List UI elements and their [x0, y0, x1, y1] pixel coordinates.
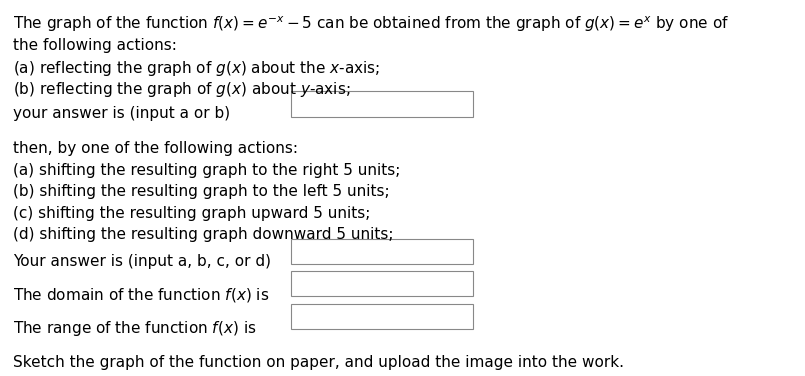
- Text: (c) shifting the resulting graph upward 5 units;: (c) shifting the resulting graph upward …: [13, 206, 370, 221]
- Text: The graph of the function $f(x) = e^{-x} - 5$ can be obtained from the graph of : The graph of the function $f(x) = e^{-x}…: [13, 14, 729, 34]
- Text: (b) shifting the resulting graph to the left 5 units;: (b) shifting the resulting graph to the …: [13, 184, 390, 199]
- Text: your answer is (input a or b): your answer is (input a or b): [13, 106, 230, 121]
- Text: The range of the function $f(x)$ is: The range of the function $f(x)$ is: [13, 319, 257, 338]
- Text: (b) reflecting the graph of $g(x)$ about $y$-axis;: (b) reflecting the graph of $g(x)$ about…: [13, 80, 350, 100]
- FancyBboxPatch shape: [291, 271, 473, 296]
- Text: Sketch the graph of the function on paper, and upload the image into the work.: Sketch the graph of the function on pape…: [13, 355, 624, 370]
- FancyBboxPatch shape: [291, 91, 473, 117]
- Text: Your answer is (input a, b, c, or d): Your answer is (input a, b, c, or d): [13, 254, 270, 269]
- FancyBboxPatch shape: [291, 304, 473, 329]
- Text: (a) shifting the resulting graph to the right 5 units;: (a) shifting the resulting graph to the …: [13, 163, 400, 178]
- Text: (a) reflecting the graph of $g(x)$ about the $x$-axis;: (a) reflecting the graph of $g(x)$ about…: [13, 59, 380, 79]
- Text: then, by one of the following actions:: then, by one of the following actions:: [13, 141, 298, 156]
- Text: the following actions:: the following actions:: [13, 38, 177, 53]
- Text: (d) shifting the resulting graph downward 5 units;: (d) shifting the resulting graph downwar…: [13, 227, 394, 243]
- FancyBboxPatch shape: [291, 239, 473, 264]
- Text: The domain of the function $f(x)$ is: The domain of the function $f(x)$ is: [13, 286, 269, 304]
